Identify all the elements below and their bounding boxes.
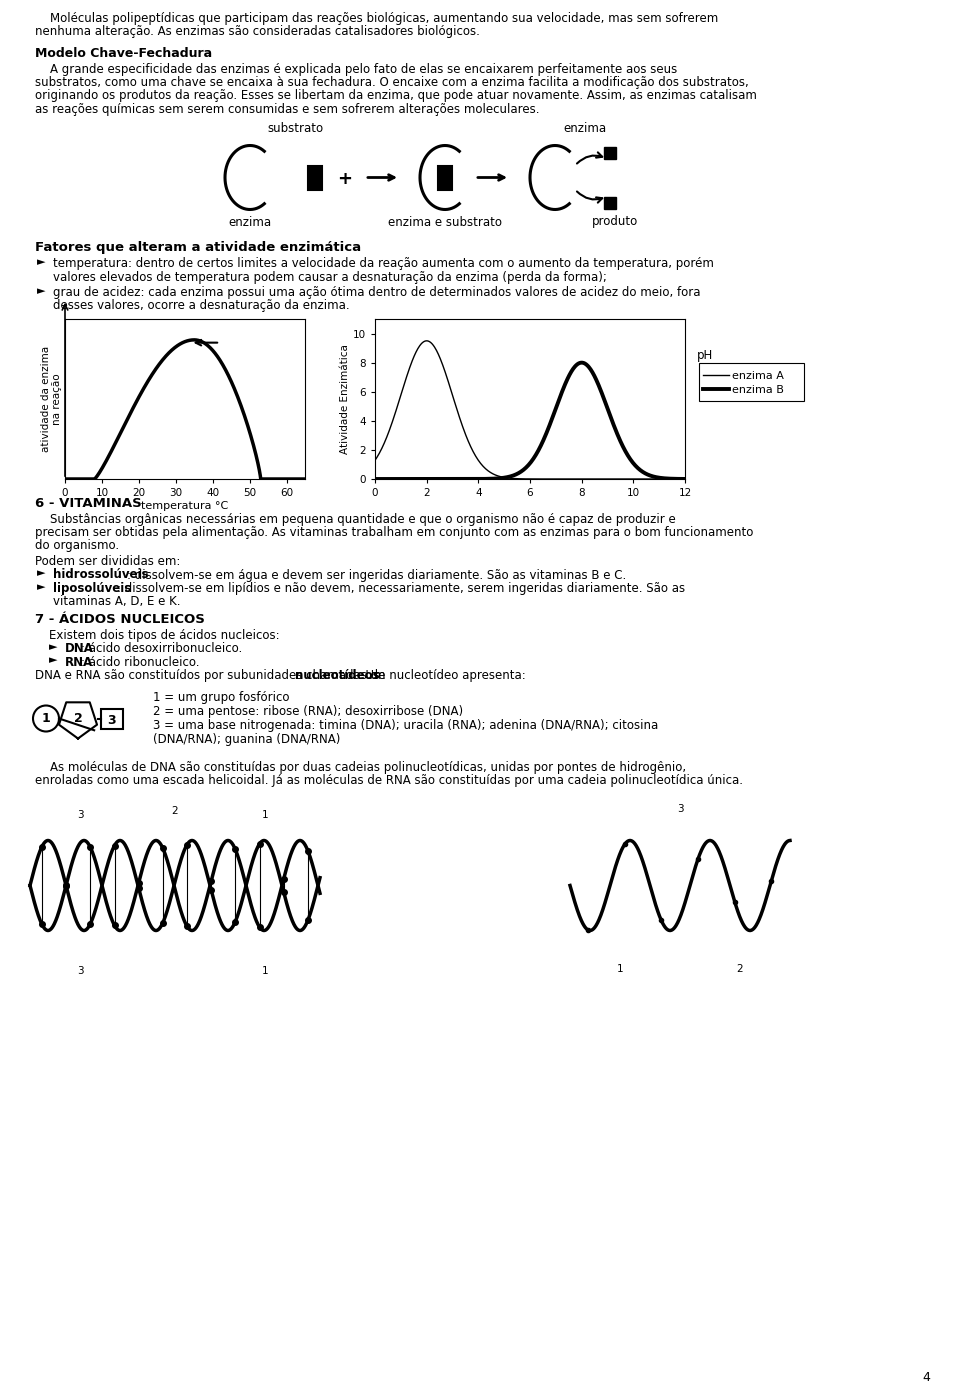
Text: enzima: enzima bbox=[228, 215, 272, 229]
Text: Fatores que alteram a atividade enzimática: Fatores que alteram a atividade enzimáti… bbox=[35, 242, 361, 254]
Text: pH: pH bbox=[697, 349, 713, 363]
Text: ►: ► bbox=[37, 257, 45, 267]
Text: 3 = uma base nitrogenada: timina (DNA); uracila (RNA); adenina (DNA/RNA); citosi: 3 = uma base nitrogenada: timina (DNA); … bbox=[153, 718, 659, 732]
Text: 1: 1 bbox=[41, 713, 50, 725]
Text: nenhuma alteração. As enzimas são consideradas catalisadores biológicos.: nenhuma alteração. As enzimas são consid… bbox=[35, 25, 480, 39]
X-axis label: temperatura °C: temperatura °C bbox=[141, 501, 228, 511]
Text: enzima A: enzima A bbox=[732, 371, 784, 381]
Bar bbox=[604, 196, 616, 208]
Text: 3: 3 bbox=[77, 811, 84, 821]
Text: produto: produto bbox=[592, 215, 638, 229]
Text: substratos, como uma chave se encaixa à sua fechadura. O encaixe com a enzima fa: substratos, como uma chave se encaixa à … bbox=[35, 76, 749, 89]
Text: : ácido desoxirribonucleico.: : ácido desoxirribonucleico. bbox=[81, 642, 242, 656]
Text: enroladas como uma escada helicoidal. Já as moléculas de RNA são constituídas po: enroladas como uma escada helicoidal. Já… bbox=[35, 774, 743, 788]
Text: Moléculas polipeptídicas que participam das reações biológicas, aumentando sua v: Moléculas polipeptídicas que participam … bbox=[35, 13, 718, 25]
Bar bbox=[604, 146, 616, 158]
Text: 2: 2 bbox=[172, 806, 179, 815]
Text: 3: 3 bbox=[108, 714, 116, 726]
Text: Existem dois tipos de ácidos nucleicos:: Existem dois tipos de ácidos nucleicos: bbox=[49, 628, 279, 642]
Bar bbox=[438, 165, 452, 189]
Text: nucleotídeos: nucleotídeos bbox=[295, 669, 379, 682]
Text: A grande especificidade das enzimas é explicada pelo fato de elas se encaixarem : A grande especificidade das enzimas é ex… bbox=[35, 63, 677, 75]
Text: desses valores, ocorre a desnaturação da enzima.: desses valores, ocorre a desnaturação da… bbox=[53, 300, 349, 313]
Text: Modelo Chave-Fechadura: Modelo Chave-Fechadura bbox=[35, 47, 212, 60]
Text: 2 = uma pentose: ribose (RNA); desoxirribose (DNA): 2 = uma pentose: ribose (RNA); desoxirri… bbox=[153, 704, 463, 718]
Text: ►: ► bbox=[49, 642, 58, 651]
Text: Substâncias orgânicas necessárias em pequena quantidade e que o organismo não é : Substâncias orgânicas necessárias em peq… bbox=[35, 513, 676, 525]
Text: 3: 3 bbox=[77, 965, 84, 975]
Text: do organismo.: do organismo. bbox=[35, 539, 119, 553]
Y-axis label: Atividade Enzimática: Atividade Enzimática bbox=[340, 344, 350, 454]
Text: 1: 1 bbox=[262, 965, 268, 975]
Text: Podem ser divididas em:: Podem ser divididas em: bbox=[35, 556, 180, 568]
Text: DNA e RNA são constituídos por subunidades chamadas de: DNA e RNA são constituídos por subunidad… bbox=[35, 669, 389, 682]
Text: vitaminas A, D, E e K.: vitaminas A, D, E e K. bbox=[53, 596, 180, 608]
Y-axis label: atividade da enzima
na reação: atividade da enzima na reação bbox=[40, 346, 62, 451]
Text: : dissolvem-se em água e devem ser ingeridas diariamente. São as vitaminas B e C: : dissolvem-se em água e devem ser inger… bbox=[127, 568, 627, 582]
Text: temperatura: dentro de certos limites a velocidade da reação aumenta com o aumen: temperatura: dentro de certos limites a … bbox=[53, 257, 714, 269]
Text: RNA: RNA bbox=[65, 656, 93, 668]
Text: As moléculas de DNA são constituídas por duas cadeias polinucleotídicas, unidas : As moléculas de DNA são constituídas por… bbox=[35, 761, 686, 774]
Text: ►: ► bbox=[37, 582, 45, 592]
Text: 6 - VITAMINAS: 6 - VITAMINAS bbox=[35, 497, 142, 510]
Text: (DNA/RNA); guanina (DNA/RNA): (DNA/RNA); guanina (DNA/RNA) bbox=[153, 732, 341, 746]
Text: 1 = um grupo fosfórico: 1 = um grupo fosfórico bbox=[153, 690, 290, 703]
Text: ►: ► bbox=[37, 286, 45, 296]
Text: enzima: enzima bbox=[564, 122, 607, 136]
Text: 2: 2 bbox=[736, 964, 743, 974]
Text: ►: ► bbox=[37, 568, 45, 578]
Bar bbox=[308, 165, 322, 189]
Text: valores elevados de temperatura podem causar a desnaturação da enzima (perda da : valores elevados de temperatura podem ca… bbox=[53, 271, 607, 283]
Text: 7 - ÁCIDOS NUCLEICOS: 7 - ÁCIDOS NUCLEICOS bbox=[35, 613, 204, 626]
Bar bbox=[699, 363, 804, 401]
Text: as reações químicas sem serem consumidas e sem sofrerem alterações moleculares.: as reações químicas sem serem consumidas… bbox=[35, 103, 540, 117]
Text: originando os produtos da reação. Esses se libertam da enzima, que pode atuar no: originando os produtos da reação. Esses … bbox=[35, 89, 756, 103]
Text: hidrossolúveis: hidrossolúveis bbox=[53, 568, 149, 582]
Text: . Um nucleotídeo apresenta:: . Um nucleotídeo apresenta: bbox=[358, 669, 526, 682]
Text: grau de acidez: cada enzima possui uma ação ótima dentro de determinados valores: grau de acidez: cada enzima possui uma a… bbox=[53, 286, 701, 299]
Text: 3: 3 bbox=[677, 803, 684, 814]
Text: ►: ► bbox=[49, 656, 58, 665]
Text: +: + bbox=[338, 171, 352, 189]
Text: : ácido ribonucleico.: : ácido ribonucleico. bbox=[81, 656, 200, 668]
Text: DNA: DNA bbox=[65, 642, 94, 656]
Text: 2: 2 bbox=[74, 713, 83, 725]
Text: substrato: substrato bbox=[267, 122, 324, 136]
Text: 1: 1 bbox=[616, 964, 623, 974]
Text: enzima e substrato: enzima e substrato bbox=[388, 215, 502, 229]
Text: 1: 1 bbox=[262, 811, 268, 821]
Text: liposolúveis: liposolúveis bbox=[53, 582, 132, 594]
Text: enzima B: enzima B bbox=[732, 385, 784, 394]
Text: precisam ser obtidas pela alimentação. As vitaminas trabalham em conjunto com as: precisam ser obtidas pela alimentação. A… bbox=[35, 526, 754, 539]
Text: 4: 4 bbox=[923, 1371, 930, 1383]
Text: : dissolvem-se em lipídios e não devem, necessariamente, serem ingeridas diariam: : dissolvem-se em lipídios e não devem, … bbox=[116, 582, 684, 594]
Bar bbox=[101, 708, 123, 728]
